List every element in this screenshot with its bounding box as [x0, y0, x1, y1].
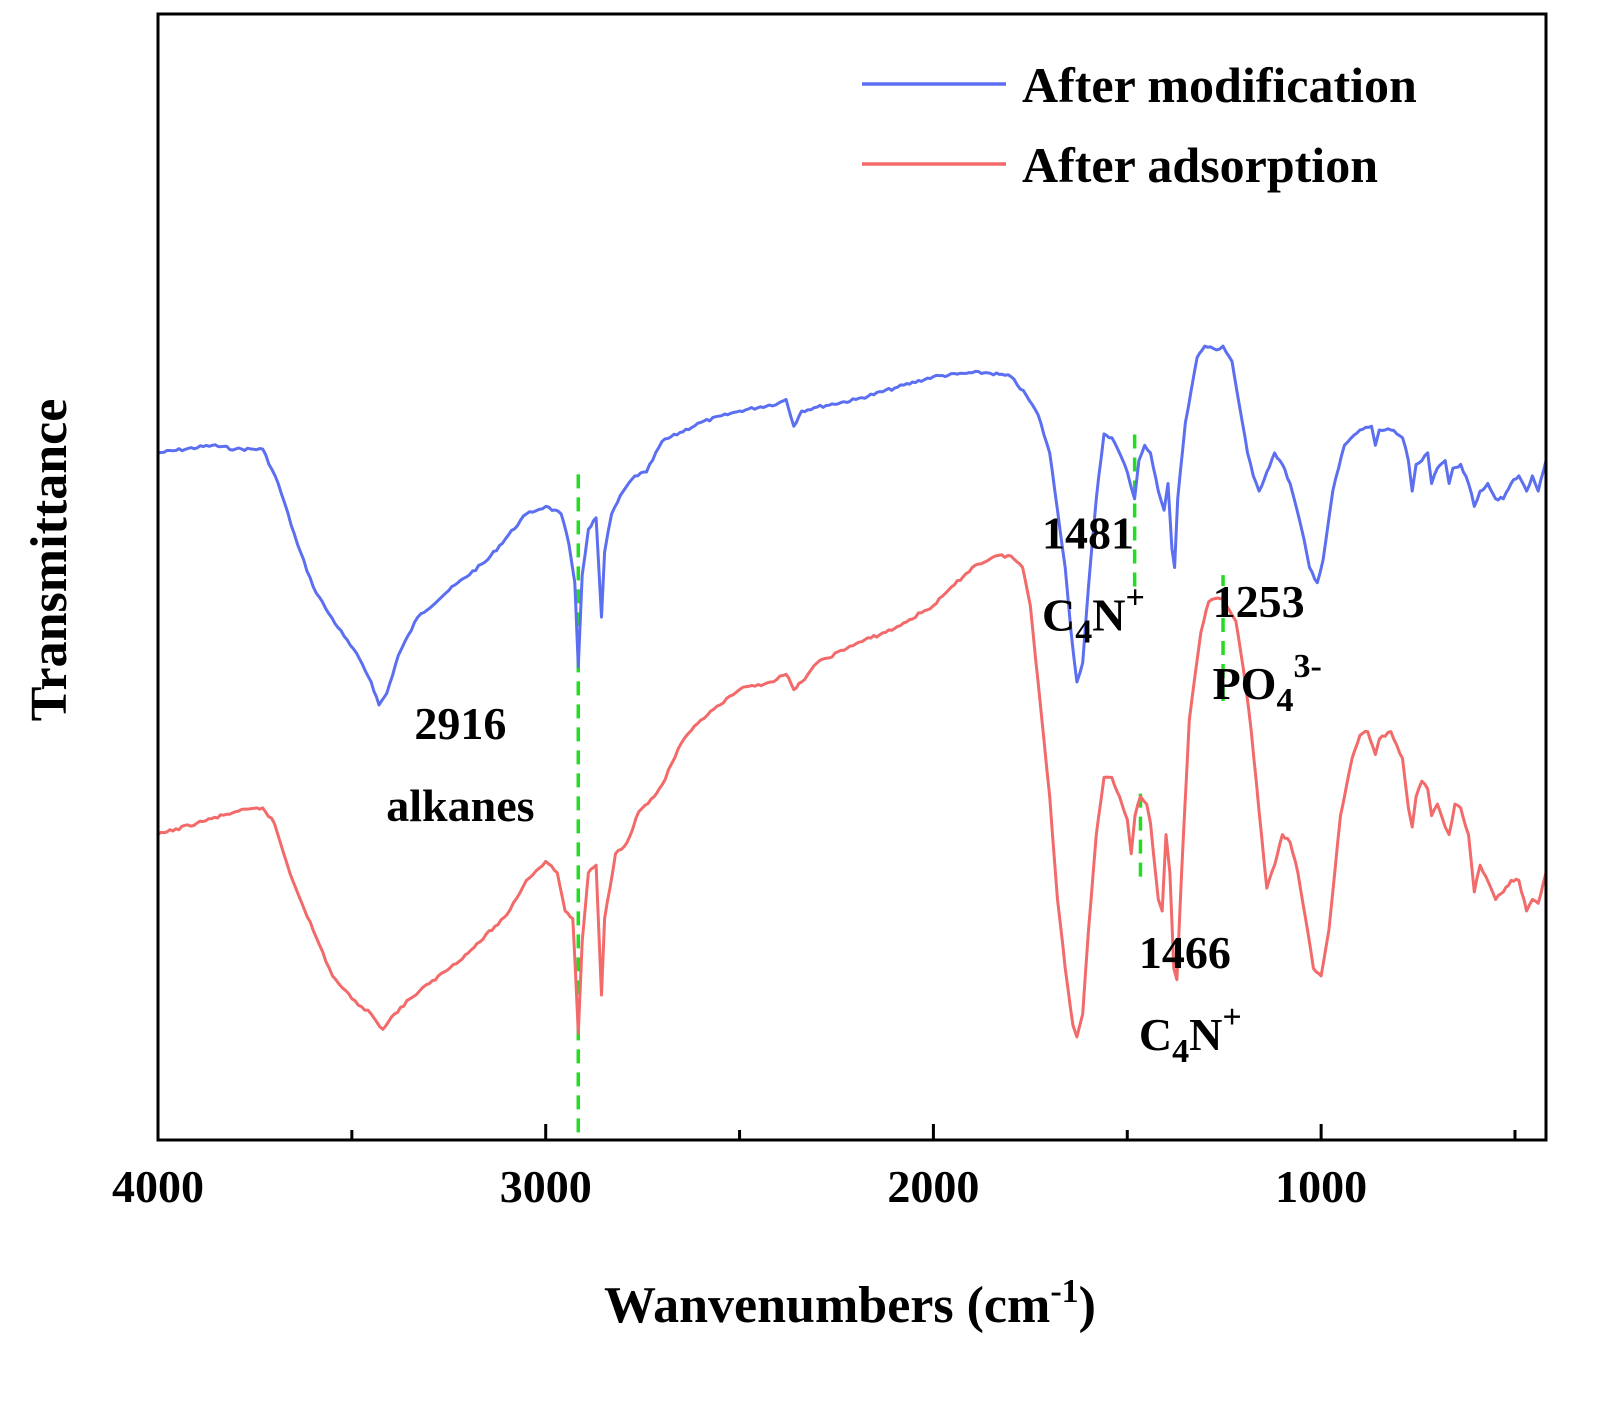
annotation-wavenumber: 1253	[1213, 576, 1305, 627]
x-axis-ticks: 4000 3000 2000 1000	[112, 1124, 1517, 1212]
plot-frame	[156, 12, 1548, 1142]
legend-label-1: After modification	[1022, 57, 1417, 113]
annotation-assignment: PO43-	[1213, 648, 1322, 719]
y-axis-label: Transmittance	[21, 399, 78, 722]
annotation-wavenumber: 1466	[1139, 927, 1231, 978]
annotation-assignment: C4N+	[1139, 999, 1242, 1070]
annotation-assignment: C4N+	[1042, 579, 1145, 650]
annotation-wavenumber: 2916	[414, 698, 506, 749]
legend: After modification After adsorption	[862, 57, 1417, 193]
x-axis-label: Wanvenumbers (cm-1)	[604, 1273, 1096, 1334]
x-tick-label: 1000	[1275, 1161, 1367, 1212]
x-tick-label: 3000	[500, 1161, 592, 1212]
x-tick-label: 2000	[887, 1161, 979, 1212]
annotation-wavenumber: 1481	[1042, 507, 1134, 558]
reference-lines	[576, 430, 1225, 1133]
annotation-assignment: alkanes	[386, 780, 534, 831]
legend-label-2: After adsorption	[1022, 137, 1378, 193]
series-line-1	[157, 344, 1548, 707]
annotations: 2916 alkanes 1481 C4N+ 1253 PO43- 1466 C4N+	[386, 507, 1322, 1070]
series-lines	[157, 344, 1548, 1039]
x-tick-label: 4000	[112, 1161, 204, 1212]
series-line-2	[157, 553, 1548, 1039]
